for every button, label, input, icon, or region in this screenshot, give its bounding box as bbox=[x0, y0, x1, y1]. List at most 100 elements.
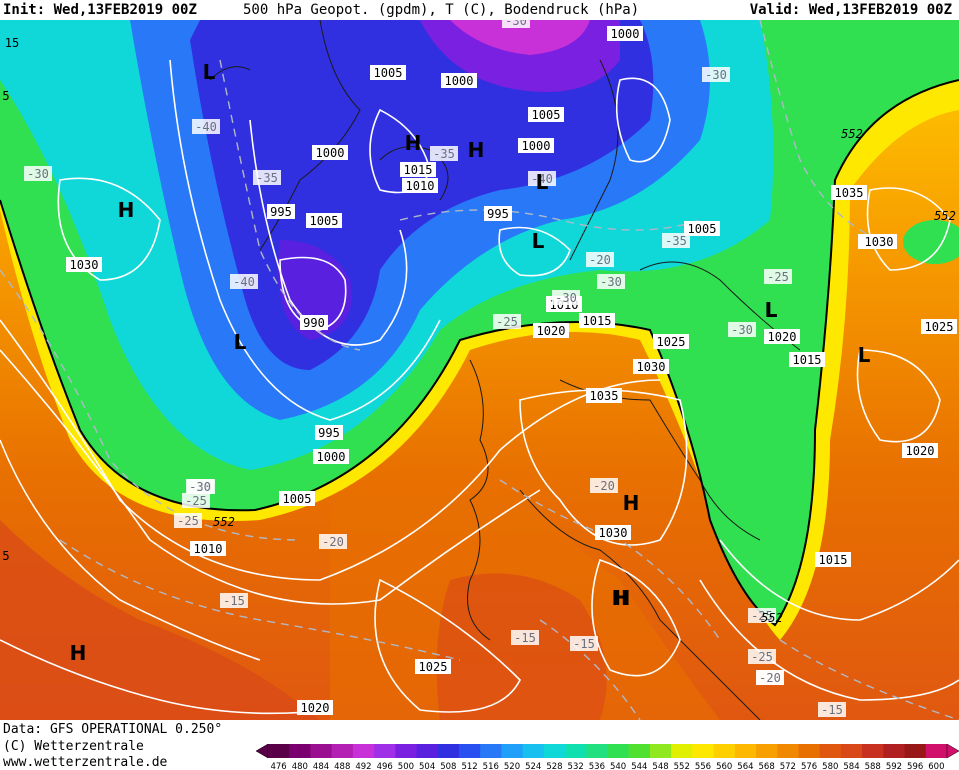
isobar-label: 1020 bbox=[906, 444, 935, 458]
colorbar-arrow-left bbox=[256, 744, 269, 759]
pressure-system-symbol: H bbox=[468, 138, 485, 162]
colorbar-swatch bbox=[268, 744, 290, 758]
temperature-label-bg bbox=[24, 166, 52, 181]
isobar-label: 1025 bbox=[419, 660, 448, 674]
isobar-label-bg bbox=[653, 334, 689, 349]
colorbar-swatch bbox=[416, 744, 439, 758]
isobar-label: 1035 bbox=[590, 389, 619, 403]
colorbar-tick-label: 600 bbox=[928, 762, 944, 770]
isobar-label-bg bbox=[633, 359, 669, 374]
data-source-text: Data: GFS OPERATIONAL 0.250° bbox=[3, 722, 223, 737]
pressure-system-symbol: H bbox=[405, 131, 422, 155]
colorbar-swatch bbox=[734, 744, 757, 758]
isobar-label-bg bbox=[190, 541, 226, 556]
colorbar-tick-label: 576 bbox=[801, 762, 817, 770]
colorbar-swatch bbox=[458, 744, 481, 758]
isobars bbox=[0, 59, 959, 715]
geopotential-label: 552 bbox=[934, 209, 956, 223]
colorbar-tick-label: 488 bbox=[334, 762, 350, 770]
colorbar-swatch bbox=[522, 744, 545, 758]
temperature-label: -20 bbox=[589, 253, 611, 267]
website-link[interactable]: www.wetterzentrale.de bbox=[3, 755, 168, 770]
colorbar-swatch bbox=[649, 744, 672, 758]
isobar-label-bg bbox=[607, 26, 643, 41]
colorbar-swatch bbox=[840, 744, 863, 758]
edge-value-label: 5 bbox=[2, 89, 9, 103]
isobar-label-bg bbox=[306, 213, 342, 228]
isobar-label-bg bbox=[831, 185, 867, 200]
temperature-label-bg bbox=[502, 20, 530, 28]
temperature-label: -30 bbox=[555, 291, 577, 305]
temperature-label: -30 bbox=[731, 323, 753, 337]
temperature-label: -35 bbox=[256, 171, 278, 185]
temperature-label: -20 bbox=[593, 479, 615, 493]
colorbar-swatch bbox=[671, 744, 693, 758]
isobar-label-bg bbox=[313, 449, 349, 464]
isobar-label-bg bbox=[279, 491, 315, 506]
colorbar-swatch bbox=[692, 744, 715, 758]
pressure-system-symbol: L bbox=[858, 343, 871, 367]
isobar-label-bg bbox=[315, 425, 343, 440]
isobar-label: 1000 bbox=[316, 146, 345, 160]
colorbar-swatch bbox=[565, 744, 587, 758]
temperature-label: -40 bbox=[195, 120, 217, 134]
colorbar-tick-label: 556 bbox=[695, 762, 711, 770]
isobar-label: 1015 bbox=[819, 553, 848, 567]
isobar-label: 1020 bbox=[301, 701, 330, 715]
colorbar-tick-label: 496 bbox=[377, 762, 393, 770]
colorbar-tick-label: 560 bbox=[716, 762, 732, 770]
isobar-label-bg bbox=[861, 234, 897, 249]
isobar-label: 1005 bbox=[374, 66, 403, 80]
temperature-label-bg bbox=[220, 593, 248, 608]
colorbar-tick-label: 580 bbox=[822, 762, 838, 770]
pressure-system-symbol: H bbox=[70, 641, 87, 665]
temperature-label-bg bbox=[430, 146, 458, 161]
colorbar-tick-label: 508 bbox=[440, 762, 456, 770]
isobar-label-bg bbox=[518, 138, 554, 153]
violet-north-core bbox=[450, 20, 590, 55]
isobar-label-bg bbox=[402, 178, 438, 193]
isobar-label-bg bbox=[484, 206, 512, 221]
isobar-labels: 1000 1005 1000 1005 1000 1015 1010 1000 995 995 10… bbox=[66, 26, 957, 715]
colorbar-swatch bbox=[395, 744, 418, 758]
colorbar-tick-label: 588 bbox=[865, 762, 881, 770]
colorbar-tick-label: 564 bbox=[737, 762, 753, 770]
temperature-label-bg bbox=[748, 608, 776, 623]
temperature-label: -25 bbox=[496, 315, 518, 329]
temperature-label-bg bbox=[319, 534, 347, 549]
temperature-label-bg bbox=[253, 170, 281, 185]
temperature-label: -30 bbox=[705, 68, 727, 82]
temperature-label: -30 bbox=[189, 480, 211, 494]
edge-value-label: 5 bbox=[2, 549, 9, 563]
header-bar: Init: Wed,13FEB2019 00Z 500 hPa Geopot. … bbox=[0, 0, 959, 20]
isobar-label: 1020 bbox=[768, 330, 797, 344]
temperature-label-bg bbox=[818, 702, 846, 717]
colorbar-arrow-right bbox=[946, 744, 959, 759]
temperature-label-bg bbox=[748, 649, 776, 664]
colorbar-tick-label: 484 bbox=[313, 762, 329, 770]
isobar-label-bg bbox=[684, 221, 720, 236]
temperature-label: -25 bbox=[751, 650, 773, 664]
isobar-label-bg bbox=[415, 659, 451, 674]
geopotential-labels: 552 552 552 552 bbox=[213, 127, 956, 625]
colorbar-tick-label: 516 bbox=[483, 762, 499, 770]
colorbar-tick-label: 520 bbox=[504, 762, 520, 770]
colorbar-swatch bbox=[607, 744, 630, 758]
colorbar-tick-label: 540 bbox=[610, 762, 626, 770]
isobar-label: 1000 bbox=[445, 74, 474, 88]
isobar-label: 995 bbox=[487, 207, 509, 221]
colorbar-swatch bbox=[862, 744, 884, 758]
isobar-label-bg bbox=[528, 107, 564, 122]
colorbar-swatch bbox=[374, 744, 396, 758]
temperature-label: -30 bbox=[505, 20, 527, 28]
colorbar-swatch bbox=[331, 744, 354, 758]
temperature-label: -40 bbox=[531, 172, 553, 186]
pressure-system-symbol: L bbox=[765, 298, 778, 322]
isobar-label: 995 bbox=[270, 205, 292, 219]
colorbar-swatch bbox=[352, 744, 375, 758]
temperature-label: -25 bbox=[767, 270, 789, 284]
colorbar-tick-label: 476 bbox=[270, 762, 286, 770]
isobar-label-bg bbox=[66, 257, 102, 272]
isobar-label: 1030 bbox=[637, 360, 666, 374]
